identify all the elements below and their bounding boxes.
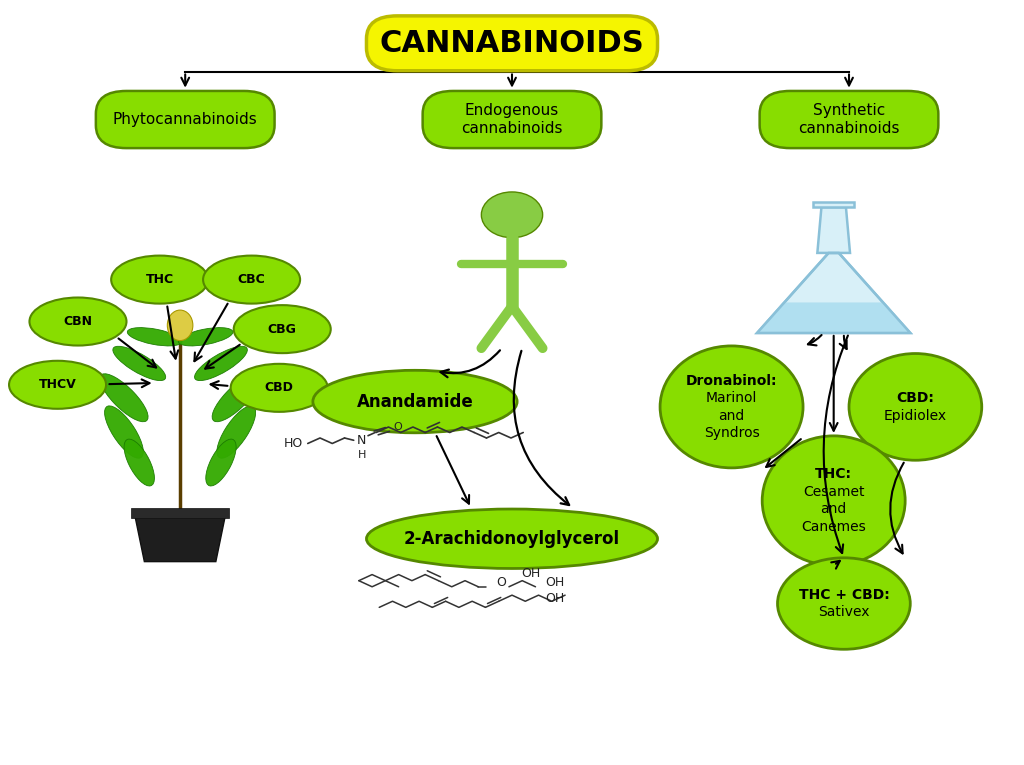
Text: THC: THC — [145, 273, 174, 286]
Polygon shape — [757, 302, 910, 333]
Ellipse shape — [124, 439, 155, 486]
FancyBboxPatch shape — [96, 91, 274, 148]
Text: CBD:: CBD: — [896, 391, 934, 405]
Polygon shape — [757, 253, 910, 333]
Ellipse shape — [217, 406, 256, 458]
Text: OH: OH — [521, 567, 541, 580]
Text: CBC: CBC — [238, 273, 265, 286]
Text: N: N — [357, 434, 367, 447]
Text: Sativex: Sativex — [818, 605, 869, 620]
Ellipse shape — [9, 361, 106, 409]
Text: Synthetic
cannabinoids: Synthetic cannabinoids — [799, 103, 900, 135]
Text: CBG: CBG — [268, 323, 297, 336]
Text: OH: OH — [546, 576, 565, 589]
Text: Marinol: Marinol — [706, 391, 758, 405]
Text: Cesamet: Cesamet — [803, 485, 864, 499]
Text: Endogenous
cannabinoids: Endogenous cannabinoids — [461, 103, 563, 135]
Ellipse shape — [233, 305, 331, 353]
Circle shape — [481, 192, 543, 238]
Ellipse shape — [777, 558, 910, 649]
Text: and: and — [719, 409, 744, 422]
Text: Syndros: Syndros — [703, 426, 760, 440]
Text: 2-Arachidonoylglycerol: 2-Arachidonoylglycerol — [403, 529, 621, 548]
Ellipse shape — [313, 370, 517, 433]
Polygon shape — [131, 508, 229, 518]
FancyBboxPatch shape — [423, 91, 601, 148]
Ellipse shape — [99, 374, 148, 422]
Ellipse shape — [849, 353, 982, 461]
Text: THCV: THCV — [39, 378, 77, 391]
Polygon shape — [813, 202, 854, 207]
FancyBboxPatch shape — [760, 91, 938, 148]
Text: O: O — [497, 577, 507, 590]
Text: and: and — [820, 503, 847, 516]
Ellipse shape — [30, 298, 127, 346]
Ellipse shape — [206, 439, 237, 486]
Text: Phytocannabinoids: Phytocannabinoids — [113, 112, 258, 127]
Text: Dronabinol:: Dronabinol: — [686, 373, 777, 388]
Ellipse shape — [104, 406, 143, 458]
Text: O: O — [393, 422, 402, 432]
Text: H: H — [357, 450, 366, 460]
Polygon shape — [134, 512, 226, 562]
Ellipse shape — [367, 509, 657, 568]
Text: THC:: THC: — [815, 467, 852, 481]
Ellipse shape — [113, 347, 166, 381]
Text: CBD: CBD — [265, 381, 294, 394]
Ellipse shape — [195, 347, 248, 381]
Text: OH: OH — [546, 591, 565, 604]
Text: Canemes: Canemes — [802, 520, 866, 534]
Ellipse shape — [127, 327, 182, 346]
Ellipse shape — [167, 310, 193, 340]
Ellipse shape — [178, 327, 232, 346]
Text: Anandamide: Anandamide — [356, 392, 473, 411]
Text: Epidiolex: Epidiolex — [884, 409, 947, 422]
Ellipse shape — [230, 364, 328, 412]
Ellipse shape — [212, 374, 260, 422]
Text: HO: HO — [284, 437, 303, 450]
Text: CANNABINOIDS: CANNABINOIDS — [380, 29, 644, 58]
Ellipse shape — [762, 436, 905, 565]
Text: THC + CBD:: THC + CBD: — [799, 588, 889, 602]
Ellipse shape — [112, 256, 208, 304]
Text: CBN: CBN — [63, 315, 92, 328]
Ellipse shape — [203, 256, 300, 304]
Ellipse shape — [660, 346, 803, 468]
Polygon shape — [817, 207, 850, 253]
FancyBboxPatch shape — [367, 16, 657, 70]
